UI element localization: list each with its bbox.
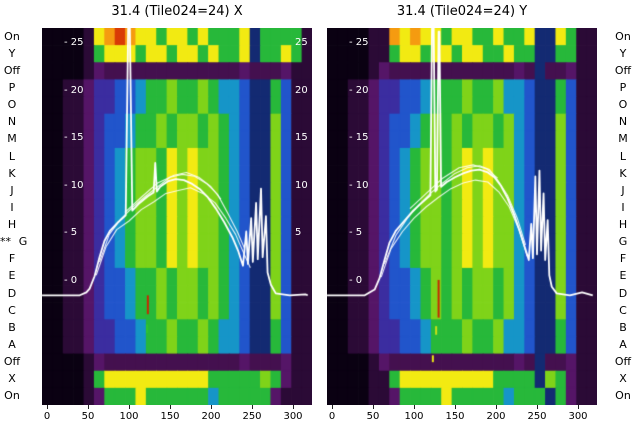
x-tick-mark <box>211 405 212 409</box>
panel-y-title: 31.4 (Tile024=24) Y <box>396 4 528 19</box>
y-tick-label: - 5 <box>349 227 363 239</box>
row-label-right: N <box>618 115 628 129</box>
panel-x-title: 31.4 (Tile024=24) X <box>111 4 243 19</box>
row-label-right: E <box>619 269 627 283</box>
x-tick-mark <box>578 405 579 409</box>
x-tick-mark <box>496 405 497 409</box>
row-label-right: H <box>618 218 628 232</box>
row-label-left: On <box>4 389 20 403</box>
x-tick-mark <box>373 405 374 409</box>
row-label-right: On <box>615 389 631 403</box>
row-label-right: Off <box>614 63 632 77</box>
row-label-left: X <box>8 372 16 386</box>
y-tick-label: - 10 <box>349 179 369 191</box>
row-label-left: C <box>8 303 16 317</box>
y-tick-label-right: 15 <box>295 132 308 144</box>
row-label-right: On <box>615 29 631 43</box>
x-tick-mark <box>252 405 253 409</box>
x-tick-label: 0 <box>328 411 336 422</box>
y-tick-label: - 15 <box>349 132 369 144</box>
y-tick-label: - 20 <box>64 84 84 96</box>
x-tick-label: 300 <box>568 411 588 422</box>
row-label-right: L <box>619 149 627 163</box>
x-tick-label: 150 <box>445 411 465 422</box>
row-label-right: J <box>621 183 625 197</box>
row-label-left: G <box>18 235 28 249</box>
panel-x-heatmap <box>42 28 312 405</box>
row-label-left: K <box>8 166 16 180</box>
x-tick-mark <box>414 405 415 409</box>
y-tick-label: - 5 <box>64 227 78 239</box>
row-label-right: G <box>618 235 628 249</box>
panel-y-heatmap <box>327 28 597 405</box>
y-tick-label-right: 10 <box>295 179 308 191</box>
row-label-right: O <box>618 98 628 112</box>
row-label-right: K <box>619 166 627 180</box>
x-tick-mark <box>537 405 538 409</box>
row-label-left: B <box>8 320 16 334</box>
x-tick-label: 50 <box>366 411 380 422</box>
y-tick-label: - 0 <box>64 275 78 286</box>
row-label-right: X <box>619 372 627 386</box>
row-label-left: N <box>7 115 17 129</box>
row-label-left: Y <box>8 46 16 60</box>
x-tick-label: 100 <box>404 411 424 422</box>
x-tick-label: 150 <box>160 411 180 422</box>
x-tick-mark <box>455 405 456 409</box>
y-tick-label: - 25 <box>349 37 369 48</box>
y-tick-label-right: 25 <box>295 37 308 48</box>
starred-row-marker: ** <box>0 235 11 249</box>
row-label-right: D <box>618 286 628 300</box>
row-label-left: M <box>7 132 17 146</box>
row-label-right: M <box>618 132 628 146</box>
row-label-left: D <box>7 286 17 300</box>
row-label-right: A <box>619 338 627 352</box>
row-label-right: P <box>619 80 627 94</box>
row-label-right: Off <box>614 355 632 369</box>
x-tick-mark <box>332 405 333 409</box>
row-label-left: A <box>8 338 16 352</box>
x-tick-mark <box>88 405 89 409</box>
row-label-left: P <box>8 80 16 94</box>
x-tick-label: 300 <box>283 411 303 422</box>
row-label-left: L <box>8 149 16 163</box>
row-label-left: Off <box>3 355 21 369</box>
row-label-right: F <box>619 252 627 266</box>
y-tick-label: - 25 <box>64 37 84 48</box>
x-tick-label: 200 <box>486 411 506 422</box>
x-tick-label: 200 <box>201 411 221 422</box>
row-label-right: C <box>619 303 627 317</box>
x-tick-label: 250 <box>527 411 547 422</box>
y-tick-label: - 0 <box>349 275 363 286</box>
x-tick-mark <box>129 405 130 409</box>
x-tick-label: 100 <box>119 411 139 422</box>
y-tick-label-right: 5 <box>295 227 302 239</box>
row-label-left: H <box>7 218 17 232</box>
row-label-left: I <box>10 200 14 214</box>
y-tick-label: - 20 <box>349 84 369 96</box>
row-label-right: B <box>619 320 627 334</box>
y-tick-label-right: 20 <box>295 84 308 96</box>
row-label-right: I <box>621 200 625 214</box>
x-tick-label: 50 <box>81 411 95 422</box>
x-tick-mark <box>170 405 171 409</box>
y-tick-label: - 15 <box>64 132 84 144</box>
y-tick-label: - 10 <box>64 179 84 191</box>
x-tick-label: 0 <box>43 411 51 422</box>
x-tick-mark <box>293 405 294 409</box>
row-label-left: On <box>4 29 20 43</box>
row-label-left: F <box>8 252 16 266</box>
x-tick-label: 250 <box>242 411 262 422</box>
x-tick-mark <box>47 405 48 409</box>
row-label-left: J <box>10 183 14 197</box>
row-label-left: O <box>7 98 17 112</box>
row-label-left: E <box>8 269 16 283</box>
row-label-left: Off <box>3 63 21 77</box>
row-label-right: Y <box>619 46 627 60</box>
